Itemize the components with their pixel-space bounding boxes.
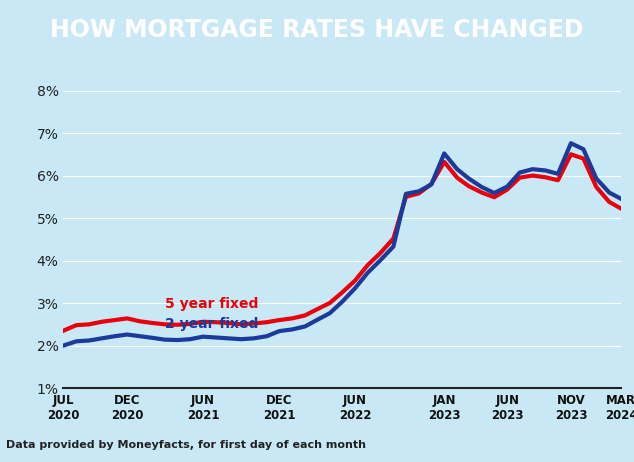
Text: 5 year fixed: 5 year fixed (165, 297, 258, 311)
Text: 2 year fixed: 2 year fixed (165, 317, 258, 331)
Text: HOW MORTGAGE RATES HAVE CHANGED: HOW MORTGAGE RATES HAVE CHANGED (50, 18, 584, 42)
Text: Data provided by Moneyfacts, for first day of each month: Data provided by Moneyfacts, for first d… (6, 440, 366, 450)
